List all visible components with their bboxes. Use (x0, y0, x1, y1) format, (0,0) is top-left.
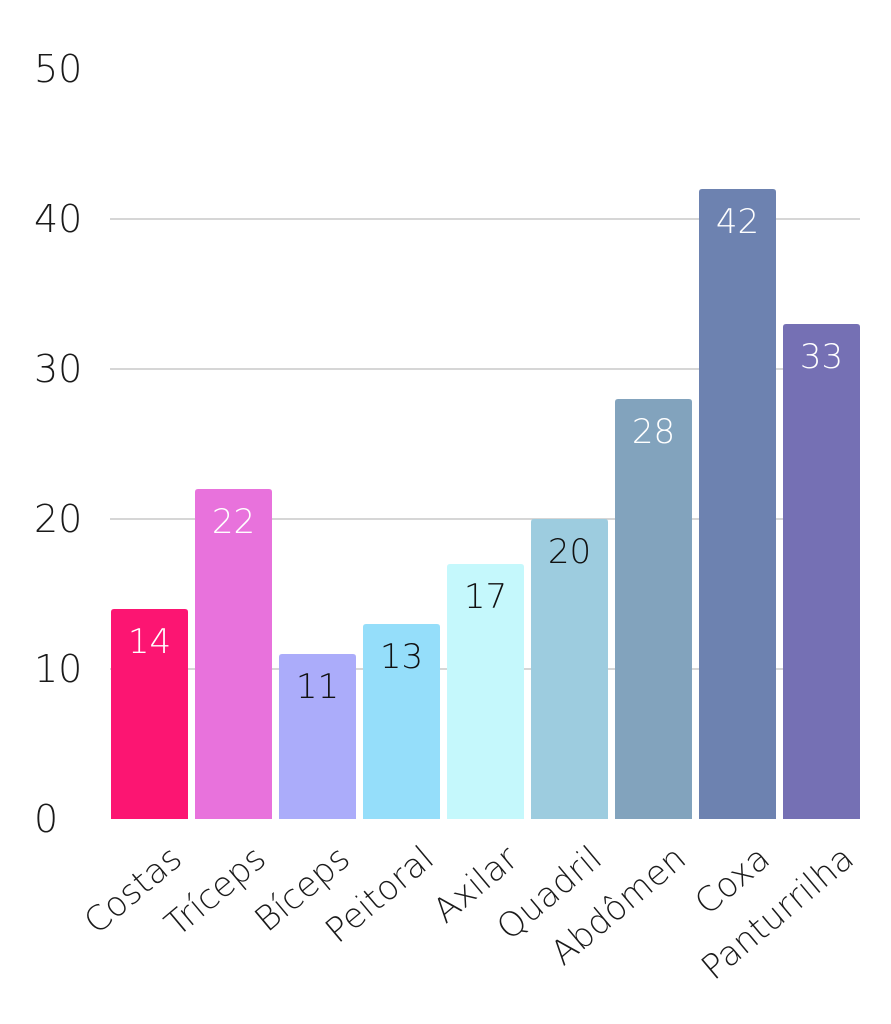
data-label: 33 (800, 337, 843, 377)
data-label: 42 (716, 202, 759, 242)
y-tick-label: 30 (34, 347, 82, 391)
y-tick-label: 40 (34, 197, 82, 241)
data-label: 17 (464, 577, 507, 617)
bar (279, 654, 356, 819)
bar (615, 399, 692, 819)
data-label: 28 (632, 412, 675, 452)
bar (699, 189, 776, 819)
bar (447, 564, 524, 819)
data-label: 22 (212, 502, 255, 542)
bar (783, 324, 860, 819)
data-labels: 14 22 11 13 17 20 28 42 33 (128, 202, 843, 707)
bar (531, 519, 608, 819)
bar (363, 624, 440, 819)
bars (111, 189, 860, 819)
y-tick-label: 20 (34, 497, 82, 541)
y-tick-label: 0 (34, 797, 58, 841)
y-tick-label: 10 (34, 647, 82, 691)
bar (195, 489, 272, 819)
data-label: 14 (128, 622, 171, 662)
data-label: 13 (380, 637, 423, 677)
bar (111, 609, 188, 819)
x-axis: CostasTrícepsBícepsPeitoralAxilarQuadril… (77, 838, 862, 988)
data-label: 20 (548, 532, 591, 572)
y-tick-label: 50 (34, 47, 82, 91)
y-axis: 0 10 20 30 40 50 (34, 47, 82, 841)
data-label: 11 (296, 667, 339, 707)
